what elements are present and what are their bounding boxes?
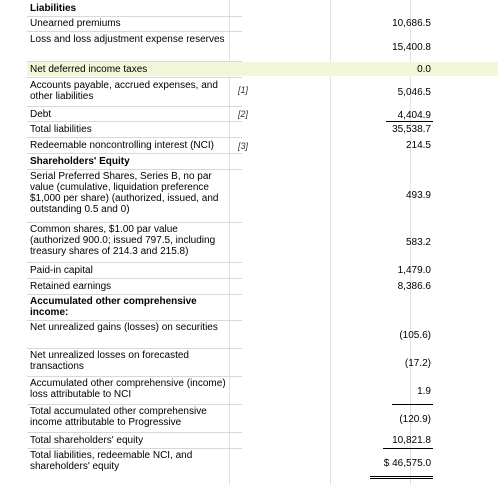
row-label: Total accumulated other comprehensive in… xyxy=(30,406,207,428)
row-label: Paid-in capital xyxy=(30,265,93,276)
section-heading-aoci: Accumulated other comprehensive income: xyxy=(30,296,197,318)
column-divider xyxy=(330,0,331,485)
table-row: Debt [2] 4,404.9 xyxy=(27,108,498,122)
row-label: Unearned premiums xyxy=(30,18,121,29)
row-label: Total liabilities xyxy=(30,124,92,135)
row-value: 214.5 xyxy=(405,140,431,151)
row-divider xyxy=(27,404,242,405)
row-divider xyxy=(27,169,242,170)
row-divider xyxy=(27,278,242,279)
table-row: Net deferred income taxes 0.0 xyxy=(27,62,498,76)
row-divider xyxy=(27,432,242,433)
row-label: Accumulated other comprehensive (income)… xyxy=(30,378,226,400)
table-row: Net unrealized losses on forecasted tran… xyxy=(27,350,498,376)
section-heading-equity: Shareholders' Equity xyxy=(30,156,130,167)
row-label: Net unrealized losses on forecasted tran… xyxy=(30,350,189,372)
total-underline xyxy=(392,404,433,405)
row-value: 1,479.0 xyxy=(397,265,431,276)
row-divider xyxy=(27,61,242,62)
table-row: Common shares, $1.00 par value (authoriz… xyxy=(27,224,498,261)
row-label: Redeemable noncontrolling interest (NCI) xyxy=(30,140,214,151)
row-divider xyxy=(27,348,242,349)
row-value: $ 46,575.0 xyxy=(383,458,431,469)
column-divider xyxy=(229,0,230,485)
row-label: Net unrealized gains (losses) on securit… xyxy=(30,322,218,333)
table-row: Redeemable noncontrolling interest (NCI)… xyxy=(27,139,498,153)
row-divider xyxy=(27,448,242,449)
total-underline xyxy=(386,121,433,122)
row-value: 35,538.7 xyxy=(392,124,431,135)
table-row: Total liabilities, redeemable NCI, and s… xyxy=(27,450,498,476)
row-label: Total shareholders' equity xyxy=(30,435,144,446)
footnote-ref[interactable]: [2] xyxy=(237,109,248,119)
total-underline xyxy=(383,448,433,449)
row-divider xyxy=(27,16,242,17)
table-row: Total accumulated other comprehensive in… xyxy=(27,406,498,432)
row-label: Common shares, $1.00 par value (authoriz… xyxy=(30,224,216,257)
row-value: 15,400.8 xyxy=(392,42,431,53)
row-value: (105.6) xyxy=(399,330,431,341)
row-label: Debt xyxy=(30,109,52,120)
table-row: Shareholders' Equity xyxy=(27,155,498,169)
row-divider xyxy=(27,153,242,154)
row-divider xyxy=(27,294,242,295)
table-row: Retained earnings 8,386.6 xyxy=(27,280,498,294)
row-value: 10,686.5 xyxy=(392,18,431,29)
row-label: Total liabilities, redeemable NCI, and s… xyxy=(30,450,193,472)
table-row: Total liabilities 35,538.7 xyxy=(27,123,498,137)
table-row: Net unrealized gains (losses) on securit… xyxy=(27,322,498,348)
row-divider xyxy=(27,262,242,263)
row-divider xyxy=(27,77,242,78)
row-value: (120.9) xyxy=(399,414,431,425)
row-divider xyxy=(27,121,242,122)
table-row: Serial Preferred Shares, Series B, no pa… xyxy=(27,171,498,221)
row-divider xyxy=(27,222,242,223)
table-row: Accumulated other comprehensive (income)… xyxy=(27,378,498,404)
table-row: Loss and loss adjustment expense reserve… xyxy=(27,33,498,60)
table-row: Total shareholders' equity 10,821.8 xyxy=(27,434,498,448)
column-divider xyxy=(410,0,411,485)
table-row: Accounts payable, accrued expenses, and … xyxy=(27,79,498,105)
row-value: 493.9 xyxy=(405,190,431,201)
row-label: Serial Preferred Shares, Series B, no pa… xyxy=(30,171,219,215)
footnote-ref[interactable]: [1] xyxy=(237,85,248,95)
row-label: Net deferred income taxes xyxy=(30,64,148,75)
row-divider xyxy=(27,31,242,32)
row-label: Accounts payable, accrued expenses, and … xyxy=(30,80,218,102)
row-value: 4,404.9 xyxy=(397,110,431,121)
row-value: 5,046.5 xyxy=(397,87,431,98)
grand-total-double-underline xyxy=(370,478,433,479)
footnote-ref[interactable]: [3] xyxy=(237,141,248,151)
row-label: Loss and loss adjustment expense reserve… xyxy=(30,34,225,45)
row-value: 0.0 xyxy=(417,64,431,75)
table-row: Accumulated other comprehensive income: xyxy=(27,296,498,320)
table-row: Paid-in capital 1,479.0 xyxy=(27,264,498,278)
row-value: 1.9 xyxy=(417,386,431,397)
section-heading-liabilities: Liabilities xyxy=(30,3,77,14)
row-divider xyxy=(27,137,242,138)
row-value: 8,386.6 xyxy=(397,281,431,292)
row-value: 10,821.8 xyxy=(392,435,431,446)
row-divider xyxy=(27,106,242,107)
table-row: Unearned premiums 10,686.5 xyxy=(27,17,498,31)
row-label: Retained earnings xyxy=(30,281,112,292)
row-divider xyxy=(27,376,242,377)
row-value: 583.2 xyxy=(405,237,431,248)
row-value: (17.2) xyxy=(404,358,431,369)
grand-total-underline xyxy=(370,476,433,477)
table-row: Liabilities xyxy=(27,2,498,16)
row-divider xyxy=(27,320,242,321)
